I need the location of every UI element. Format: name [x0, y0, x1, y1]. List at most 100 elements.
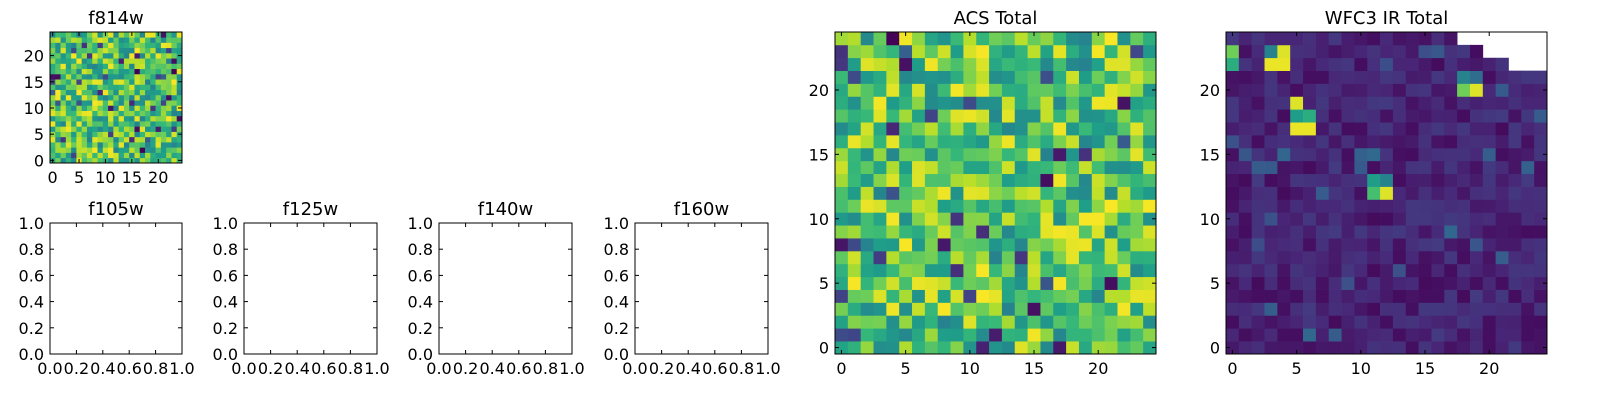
heatmap-cell [1328, 135, 1342, 149]
heatmap-cell [1444, 147, 1458, 162]
heatmap-cell [1392, 276, 1407, 290]
heatmap-cell [1014, 147, 1028, 162]
heatmap-cell [1521, 315, 1535, 329]
heatmap-cell [1143, 173, 1157, 187]
heatmap-cell [65, 73, 72, 80]
heatmap-cell [1354, 276, 1368, 290]
heatmap-cell [835, 250, 849, 265]
heatmap-cell [1469, 186, 1484, 200]
heatmap-cell [1143, 341, 1157, 355]
heatmap-cell [1482, 57, 1496, 71]
heatmap-cell [129, 136, 135, 143]
heatmap-cell [1277, 212, 1291, 226]
heatmap-cell [1431, 160, 1445, 175]
heatmap-cell [835, 83, 849, 97]
heatmap-cell [171, 157, 178, 164]
heatmap-cell [950, 70, 964, 84]
heatmap-cell [1303, 147, 1317, 162]
heatmap-cell [1226, 199, 1240, 213]
heatmap-cell [1078, 122, 1093, 136]
x-tick-label: 0.8 [143, 359, 168, 378]
heatmap-cell [1457, 225, 1471, 239]
heatmap-cell [1380, 328, 1394, 342]
heatmap-cell [160, 131, 167, 138]
heatmap-cell [1226, 122, 1240, 136]
heatmap-cell [976, 238, 990, 252]
heatmap-cell [1521, 225, 1535, 239]
heatmap-cell [963, 328, 977, 342]
heatmap-cell [1290, 212, 1304, 226]
heatmap-cell [1014, 83, 1028, 97]
heatmap-cell [1264, 328, 1278, 342]
heatmap-cell [1444, 276, 1458, 290]
heatmap-cell [1130, 96, 1144, 110]
heatmap-cell [1078, 250, 1093, 265]
heatmap-cell [60, 157, 67, 164]
heatmap-cell [113, 58, 119, 64]
heatmap-cell [92, 131, 98, 138]
heatmap-cell [155, 121, 162, 127]
heatmap-cell [1508, 302, 1522, 316]
heatmap-cell [873, 199, 887, 213]
heatmap-cell [1315, 341, 1330, 355]
heatmap-cell [1405, 83, 1419, 97]
heatmap-cell [176, 147, 183, 153]
heatmap-cell [55, 37, 61, 43]
heatmap-cell [118, 68, 125, 75]
heatmap-cell [166, 73, 172, 80]
x-tick-label: 0.4 [284, 359, 309, 378]
heatmap-cell [1469, 238, 1484, 252]
heatmap-cell [1380, 32, 1394, 46]
heatmap-cell [60, 37, 67, 43]
heatmap-cell [65, 100, 72, 106]
heatmap-cell [1341, 44, 1355, 59]
heatmap-cell [1431, 32, 1445, 46]
heatmap-cell [950, 225, 964, 239]
heatmap-cell [1091, 44, 1105, 59]
heatmap-cell [50, 94, 56, 101]
heatmap-cell [1354, 289, 1368, 303]
heatmap-cell [86, 42, 93, 49]
heatmap-cell [97, 52, 104, 59]
heatmap-cell [97, 105, 104, 111]
heatmap-cell [1226, 238, 1240, 252]
heatmap-cell [171, 47, 178, 54]
heatmap-cell [160, 37, 167, 43]
x-tick-label: 1.0 [364, 359, 389, 378]
heatmap-cell [1508, 160, 1522, 175]
heatmap-cell [963, 289, 977, 303]
heatmap-cell [1457, 160, 1471, 175]
heatmap-cell [1027, 96, 1041, 110]
heatmap-cell [950, 122, 964, 136]
heatmap-cell [86, 157, 93, 164]
heatmap-cell [1040, 212, 1054, 226]
heatmap-cell [1457, 147, 1471, 162]
heatmap-cell [1303, 32, 1317, 46]
heatmap-cell [134, 42, 141, 49]
heatmap-cell [976, 96, 990, 110]
heatmap-cell [1104, 44, 1118, 59]
heatmap-cell [989, 225, 1003, 239]
heatmap-cell [1495, 225, 1509, 239]
heatmap-cell [976, 328, 990, 342]
heatmap-cell [989, 212, 1003, 226]
heatmap-cell [1444, 302, 1458, 316]
heatmap-cell [1457, 70, 1471, 84]
y-tick-label: 0.4 [19, 293, 44, 312]
y-tick-label: 20 [24, 47, 44, 66]
heatmap-cell [1444, 109, 1458, 123]
heatmap-cell [1469, 160, 1484, 175]
heatmap-cell [886, 212, 900, 226]
heatmap-cell [1315, 109, 1330, 123]
heatmap-cell [1104, 57, 1118, 71]
heatmap-cell [1469, 328, 1484, 342]
heatmap-cell [108, 147, 114, 153]
heatmap-cell [1040, 341, 1054, 355]
heatmap-cell [1001, 147, 1016, 162]
heatmap-cell [160, 121, 167, 127]
heatmap-cell [1482, 122, 1496, 136]
heatmap-cell [1405, 44, 1419, 59]
heatmap-cell [166, 84, 172, 90]
heatmap-cell [1380, 225, 1394, 239]
heatmap-cell [1303, 263, 1317, 278]
